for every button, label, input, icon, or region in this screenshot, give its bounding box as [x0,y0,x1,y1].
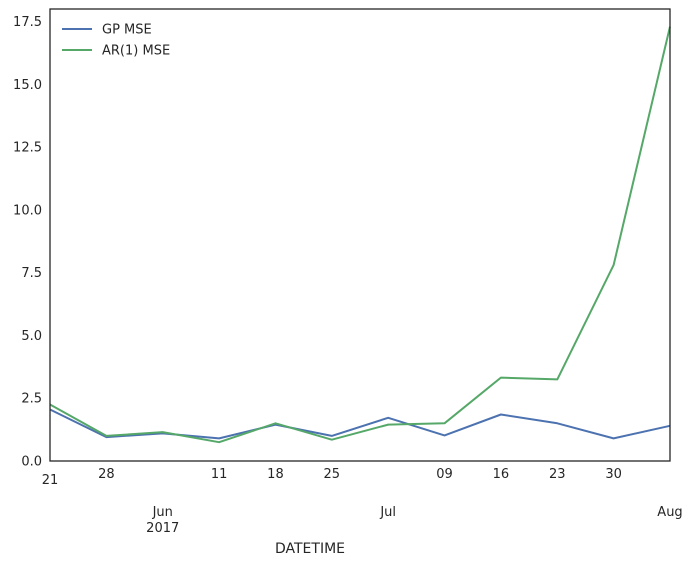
plot-frame [49,8,671,462]
x-tick-label: 28 [98,467,115,482]
y-tick-label: 15.0 [13,78,42,93]
y-tick-label: 17.5 [13,15,42,30]
y-tick-label: 12.5 [13,141,42,156]
y-tick-label: 7.5 [21,266,42,281]
legend-label: GP MSE [102,23,152,38]
x-major-tick-label: Jun [152,505,173,520]
y-tick-label: 0.0 [21,455,42,470]
x-major-tick-label: Jul [379,505,396,520]
x-tick-label: 11 [211,467,228,482]
x-major-tick-label: Aug [657,505,682,520]
series-line-1 [49,408,671,440]
legend: GP MSE AR(1) MSE [62,23,170,59]
series-lines [49,26,671,444]
y-tick-label: 5.0 [21,329,42,344]
y-tick-label: 10.0 [13,203,42,218]
series-line-2 [49,26,671,444]
y-axis-ticks: 0.0 2.5 5.0 7.5 10.0 12.5 15.0 17.5 [13,15,42,469]
x-tick-label: 18 [267,467,284,482]
legend-label: AR(1) MSE [102,44,170,59]
x-tick-label: 30 [605,467,622,482]
x-tick-label: 25 [324,467,341,482]
x-axis-title: DATETIME [275,541,345,557]
x-tick-label: 23 [549,467,566,482]
x-tick-label: 09 [436,467,453,482]
x-tick-label: 21 [42,473,59,488]
y-tick-label: 2.5 [21,392,42,407]
x-major-tick-sublabel: 2017 [146,521,179,536]
x-tick-label: 16 [493,467,510,482]
